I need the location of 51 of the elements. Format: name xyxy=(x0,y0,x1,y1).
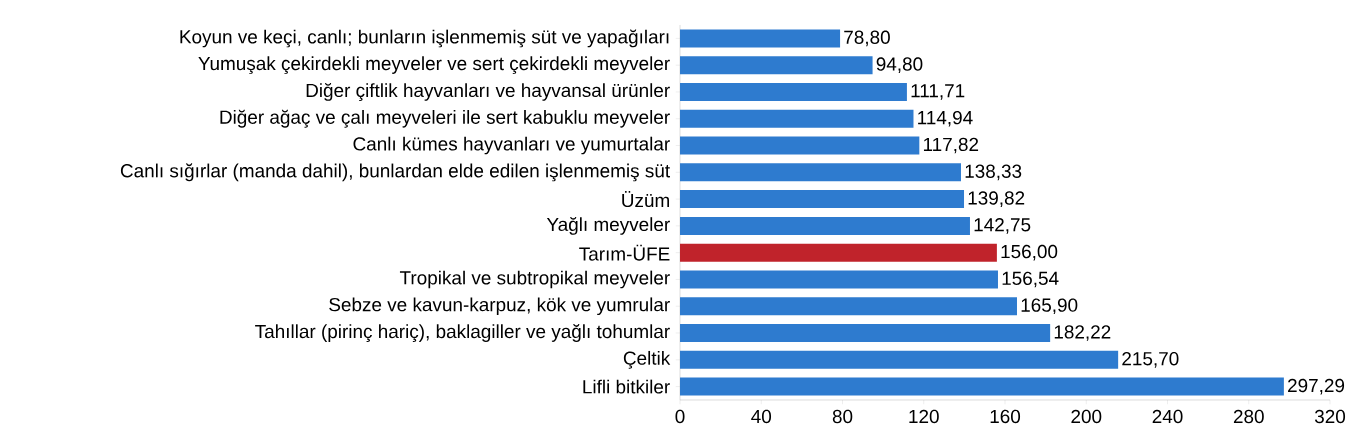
y-tick-label: Canlı kümes hayvanları ve yumurtalar xyxy=(353,136,670,155)
y-tick-label: Yumuşak çekirdekli meyveler ve sert çekirdekli meyveler xyxy=(198,56,670,75)
y-tick-label: Sebze ve kavun-karpuz, kök ve yumrular xyxy=(329,297,670,316)
x-tick-label: 0 xyxy=(675,409,685,424)
y-tick-label: Diğer çiftlik hayvanları ve hayvansal ürünler xyxy=(306,82,670,101)
data-label: 156,54 xyxy=(1002,271,1059,288)
bar xyxy=(680,56,873,75)
y-tick-label: Tahıllar (pirinç hariç), baklagiller ve yağlı tohumlar xyxy=(255,324,670,343)
data-label: 139,82 xyxy=(968,191,1025,207)
y-tick-label: Yağlı meyveler xyxy=(546,216,670,235)
bar xyxy=(680,324,1051,343)
x-tick-label: 40 xyxy=(751,409,772,424)
bar xyxy=(680,350,1119,369)
data-label: 114,94 xyxy=(918,110,973,127)
y-tick-label: Üzüm xyxy=(622,191,669,208)
bar xyxy=(680,377,1284,396)
data-label: 215,70 xyxy=(1122,351,1179,368)
bar xyxy=(680,109,914,128)
bar xyxy=(680,163,961,182)
bar xyxy=(680,270,998,289)
data-label: 165,90 xyxy=(1021,298,1078,315)
y-tick-label: Tropikal ve subtropikal meyveler xyxy=(399,270,670,289)
bar xyxy=(680,216,970,235)
bar xyxy=(680,297,1017,316)
data-label: 94,80 xyxy=(876,57,923,73)
data-label: 111,71 xyxy=(911,84,965,100)
x-tick-label: 280 xyxy=(1233,409,1264,424)
data-label: 138,33 xyxy=(965,164,1022,181)
data-label: 78,80 xyxy=(844,30,890,47)
x-tick-label: 240 xyxy=(1152,409,1183,424)
x-tick-label: 120 xyxy=(909,409,939,424)
bar xyxy=(680,82,907,101)
bar xyxy=(680,243,997,262)
x-tick-label: 320 xyxy=(1314,409,1346,424)
x-tick-label: 200 xyxy=(1071,409,1102,424)
data-label: 156,00 xyxy=(1001,244,1058,261)
data-label: 182,22 xyxy=(1054,325,1111,341)
x-tick-label: 160 xyxy=(990,409,1021,424)
bar xyxy=(680,29,841,48)
bar xyxy=(680,190,965,209)
y-tick-label: Çeltik xyxy=(623,350,671,369)
y-tick-label: Lifli bitkiler xyxy=(583,379,670,394)
y-tick-label: Diğer ağaç ve çalı meyveleri ile sert kabuklu meyveler xyxy=(220,109,670,128)
bar xyxy=(680,136,920,155)
y-tick-label: Tarım-ÜFE xyxy=(579,244,670,261)
y-tick-label: Koyun ve keçi, canlı; bunların işlenmemiş süt ve yapağıları xyxy=(180,29,669,48)
x-tick-label: 80 xyxy=(832,409,853,424)
data-label: 297,29 xyxy=(1288,378,1345,395)
y-tick-label: Canlı sığırlar (manda dahil), bunlardan elde edilen işlenmemiş süt xyxy=(120,163,670,182)
data-label: 117,82 xyxy=(923,137,979,154)
data-label: 142,75 xyxy=(974,218,1031,234)
